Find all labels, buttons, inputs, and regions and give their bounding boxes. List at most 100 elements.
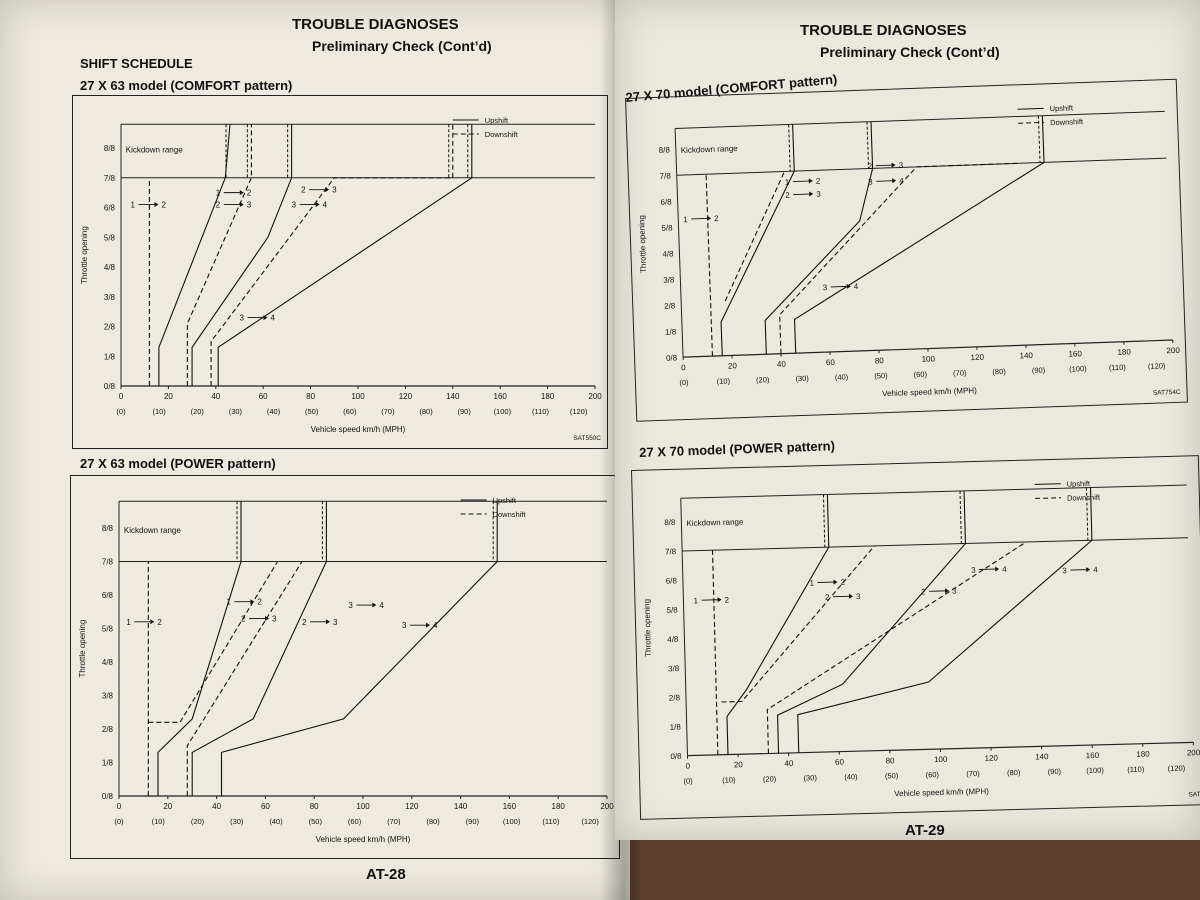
x-mph-tick-label: (20) (763, 774, 777, 783)
shift-annotation-to: 3 (332, 186, 337, 195)
shift-line-0 (157, 501, 242, 796)
shift-annotation-arrow (792, 180, 809, 183)
shift-line-3 (705, 174, 714, 357)
shift-line-4 (148, 561, 279, 723)
shift-chart-L1: Kickdown range 0/8 1/8 2/8 3/8 4/8 5/8 6/8 7/8 8/… (80, 116, 602, 442)
shift-line-2 (793, 115, 1045, 354)
y-tick-label: 3/8 (663, 275, 675, 284)
y-axis (680, 498, 688, 756)
shift-line-2 (220, 501, 498, 796)
x-tick-label: 0 (685, 762, 690, 771)
shift-annotation-to: 4 (1093, 565, 1098, 574)
shift-line-4 (186, 124, 252, 386)
shift-annotation-to: 4 (433, 621, 438, 630)
y-axis (674, 128, 684, 358)
shift-annotation-to: 2 (247, 189, 252, 198)
legend-upshift-label: Upshift (493, 496, 517, 505)
shift-annotation-to: 2 (161, 201, 166, 210)
x-mph-tick-label: (40) (269, 817, 283, 826)
x-mph-tick-label: (120) (1168, 764, 1186, 773)
x-mph-tick-label: (40) (835, 372, 849, 381)
chart-title-R2: 27 X 70 model (POWER pattern) (639, 438, 836, 460)
kickdown-marker (866, 121, 870, 169)
x-tick-label: 140 (1035, 752, 1049, 761)
x-mph-tick-label: (70) (953, 368, 967, 377)
shift-annotation-from: 1 (226, 598, 231, 607)
y-axis-label: Throttle opening (637, 215, 648, 273)
y-tick-label: 0/8 (104, 382, 116, 391)
shift-line-5 (210, 124, 454, 386)
x-tick-label: 0 (119, 392, 124, 401)
x-tick-label: 0 (117, 802, 122, 811)
y-tick-label: 6/8 (104, 204, 116, 213)
shift-annotation-from: 2 (867, 162, 872, 171)
x-mph-tick-label: (30) (229, 407, 243, 416)
shift-annotation-arrowhead (717, 597, 722, 603)
kickdown-marker (959, 490, 962, 544)
x-mph-tick-label: (80) (992, 367, 1006, 376)
right-page: TROUBLE DIAGNOSES Preliminary Check (Con… (615, 0, 1200, 840)
x-mph-tick-label: (90) (458, 407, 472, 416)
y-tick-label: 0/8 (670, 752, 682, 761)
x-mph-tick-label: (50) (885, 771, 899, 780)
shift-annotation-arrowhead (239, 190, 244, 196)
chart-title-L1: 27 X 63 model (COMFORT pattern) (80, 78, 293, 93)
x-mph-tick-label: (10) (722, 775, 736, 784)
x-tick-label: 200 (600, 802, 614, 811)
legend-downshift-line (1018, 121, 1045, 124)
legend-upshift-line (1017, 107, 1044, 110)
x-tick-label: 120 (984, 753, 998, 762)
shift-chart-L2: Kickdown range 0/8 1/8 2/8 3/8 4/8 5/8 6/8 7/8 8/… (78, 496, 614, 844)
shift-line-0 (726, 494, 830, 755)
shift-annotation-arrowhead (372, 602, 377, 608)
shift-annotation-arrowhead (995, 566, 1000, 572)
figure-code: SAT (1188, 791, 1200, 798)
shift-annotation-arrow (830, 285, 847, 288)
legend-downshift-label: Downshift (1050, 117, 1084, 127)
x-tick-label: 60 (835, 758, 845, 767)
x-mph-tick-label: (110) (1127, 765, 1145, 774)
legend-upshift-label: Upshift (1067, 479, 1091, 489)
x-tick-label: 20 (728, 361, 738, 370)
shift-annotation-from: 2 (216, 201, 221, 210)
shift-annotation-from: 2 (921, 587, 926, 596)
shift-annotation-to: 4 (379, 601, 384, 610)
shift-annotation-from: 3 (348, 601, 353, 610)
shift-annotation-from: 1 (130, 201, 135, 210)
x-tick-label: 40 (212, 802, 221, 811)
y-tick-label: 8/8 (659, 145, 671, 154)
shift-annotation-from: 3 (292, 201, 297, 210)
y-tick-label: 7/8 (659, 171, 671, 180)
y-tick-label: 5/8 (104, 233, 116, 242)
kickdown-top-line (680, 484, 1187, 499)
figure-code: SAT550C (573, 435, 601, 442)
x-tick-label: 180 (541, 392, 555, 401)
x-tick-label: 40 (211, 392, 220, 401)
x-tick-label: 20 (734, 760, 744, 769)
x-tick-label: 100 (934, 755, 948, 764)
x-tick-label: 180 (552, 802, 566, 811)
x-axis-label: Vehicle speed km/h (MPH) (311, 425, 406, 434)
x-mph-tick-label: (120) (1148, 361, 1166, 371)
x-tick-label: 100 (921, 354, 935, 363)
x-mph-tick-label: (90) (1032, 365, 1046, 374)
kickdown-marker (788, 124, 791, 172)
x-mph-tick-label: (30) (803, 773, 817, 782)
x-mph-tick-label: (110) (1109, 363, 1127, 373)
y-tick-label: 1/8 (102, 759, 114, 768)
legend-downshift-line (1035, 497, 1062, 499)
y-tick-label: 3/8 (102, 692, 114, 701)
shift-annotation-from: 3 (1062, 566, 1067, 575)
x-tick-label: 40 (784, 759, 794, 768)
x-tick-label: 160 (1086, 751, 1100, 760)
left-page: TROUBLE DIAGNOSES Preliminary Check (Con… (0, 0, 630, 900)
x-tick-label: 120 (970, 353, 984, 362)
shift-annotation-arrow (875, 164, 892, 167)
chart-frame-R2: Kickdown range 0/8 1/8 2/8 3/8 4/8 5/8 6/8 7/8 8/… (631, 455, 1200, 820)
page-subheader: Preliminary Check (Cont’d) (312, 38, 492, 54)
x-mph-tick-label: (50) (309, 817, 323, 826)
shift-annotation-from: 2 (825, 593, 830, 602)
x-tick-label: 100 (356, 802, 370, 811)
x-mph-tick-label: (20) (191, 407, 205, 416)
shift-annotation-from: 1 (785, 178, 790, 187)
